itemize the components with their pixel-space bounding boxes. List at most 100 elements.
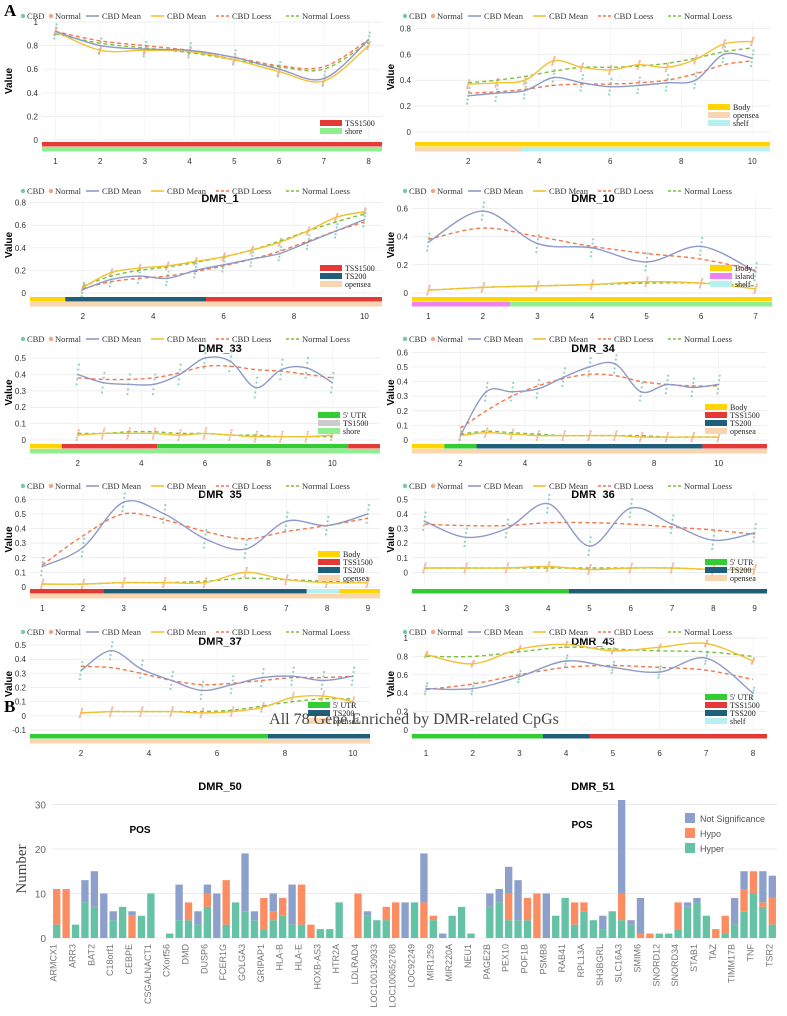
normal-point [171, 708, 174, 711]
normal-point [548, 561, 551, 564]
x-tick-label: 6 [587, 459, 592, 468]
legend-label: CBD [27, 627, 44, 637]
legend-label: Normal Loess [302, 481, 350, 491]
y-tick-label: 0.5 [15, 510, 27, 519]
normal-point [290, 698, 294, 701]
normal-point [81, 707, 84, 710]
cbd-point [250, 261, 253, 264]
cbd-point [468, 86, 471, 90]
normal-point [638, 61, 641, 64]
normal-point [75, 438, 78, 442]
bar-hyper [288, 924, 296, 938]
normal-point [164, 577, 167, 580]
panel-dmr-43: DMR_43 CBD Normal CBD Mean CBD Mean CBD Loess… [386, 481, 767, 648]
normal-point [325, 583, 328, 586]
panel-title: DMR_51 [571, 781, 614, 793]
normal-point [123, 579, 126, 582]
cbd-point [121, 509, 124, 513]
x-tick-label: 3 [121, 604, 126, 613]
bar-hypo [504, 893, 513, 921]
normal-point [671, 564, 674, 567]
normal-point [690, 440, 693, 443]
bar-not-significance [495, 889, 503, 903]
cbd-point [177, 378, 181, 381]
normal-point [205, 577, 208, 580]
normal-point [693, 60, 696, 63]
normal-mean-line [80, 694, 354, 714]
cbd-point [126, 388, 130, 391]
cbd-point [179, 368, 182, 371]
region-label: TS200 [343, 566, 364, 575]
normal-point [752, 572, 755, 575]
bar-hypo [391, 902, 400, 938]
cbd-point [561, 380, 565, 383]
x-tick-label: 6 [657, 749, 662, 758]
cbd-point [323, 70, 327, 73]
normal-point [162, 583, 165, 586]
bar-hyper [693, 902, 701, 938]
cbd-point [716, 387, 720, 390]
normal-point [126, 434, 130, 438]
normal-point [610, 64, 613, 68]
annotation-segment [65, 297, 206, 302]
normal-point [535, 286, 538, 290]
x-tick-label: 6 [243, 604, 248, 613]
legend-marker [48, 188, 54, 194]
bar-hyper [702, 915, 711, 938]
cbd-point [202, 546, 205, 549]
cbd-point [704, 659, 707, 663]
y-tick-label: 0.1 [15, 420, 27, 429]
normal-point [646, 276, 649, 279]
bar-hypo [297, 884, 306, 925]
cbd-point [506, 523, 509, 526]
cbd-point [203, 361, 206, 365]
normal-point [54, 28, 58, 31]
y-tick-label: 0.2 [400, 102, 412, 111]
panel-dmr-37: DMR_37 CBD Normal CBD Mean CBD Mean CBD Loess… [4, 481, 380, 648]
normal-point [251, 245, 255, 248]
normal-point [753, 657, 756, 660]
bar-hyper [749, 893, 758, 938]
normal-point [638, 440, 642, 443]
x-tick-label: 9 [752, 604, 757, 613]
x-tick-label: 10 [328, 459, 337, 468]
bar-x-tick-label: C18orf1 [105, 944, 115, 976]
cbd-point [228, 370, 231, 373]
cbd-point [40, 569, 43, 573]
cbd-point [251, 254, 254, 257]
bar-hyper [448, 915, 456, 938]
normal-point [97, 52, 101, 55]
bar-hyper [81, 902, 89, 938]
normal-point [284, 582, 287, 586]
y-tick-label: 0 [404, 726, 409, 735]
normal-point [646, 278, 649, 281]
normal-point [706, 639, 709, 642]
legend-label: CBD Mean [549, 186, 589, 196]
normal-point [659, 643, 662, 646]
region-swatch [320, 128, 342, 134]
panel-title: DMR_50 [198, 781, 241, 793]
normal-point [200, 714, 203, 717]
cbd-point [664, 392, 667, 395]
normal-point [162, 585, 165, 589]
cbd-point [671, 518, 674, 521]
region-swatch [705, 567, 727, 573]
cbd-point [613, 371, 616, 374]
bar-x-tick-label: LOC100652768 [388, 944, 398, 1008]
normal-point [204, 429, 207, 433]
x-tick-label: 9 [366, 604, 371, 613]
bar-x-tick-label: TAZ [708, 944, 718, 961]
region-label: shore [345, 127, 363, 136]
y-tick-label: 0 [22, 712, 27, 721]
normal-point [694, 56, 698, 59]
x-tick-label: 8 [751, 749, 756, 758]
cbd-point [466, 98, 469, 101]
cbd-point [334, 233, 337, 236]
legend-label: Normal Loess [302, 186, 350, 196]
region-swatch [705, 718, 727, 724]
bar-hyper [109, 920, 117, 938]
normal-point [607, 72, 611, 75]
bar-hyper [335, 902, 343, 938]
x-tick-label: 10 [714, 459, 723, 468]
